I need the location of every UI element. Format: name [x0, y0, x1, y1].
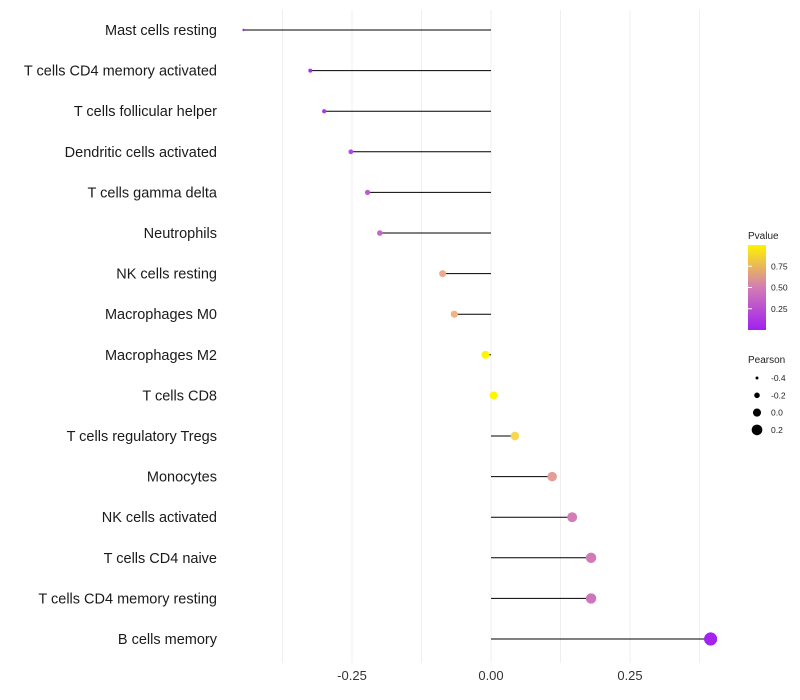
- size-legend-label: 0.2: [771, 425, 783, 435]
- grid-lines: [282, 10, 700, 663]
- lollipop-point: [489, 391, 498, 400]
- category-label: T cells CD4 memory resting: [38, 591, 217, 607]
- size-legend-label: -0.4: [771, 373, 786, 383]
- size-legend-key: [754, 392, 760, 399]
- lollipop-point: [510, 431, 520, 441]
- pvalue-legend-ticks: 0.75 0.50 0.25: [748, 261, 788, 314]
- pearson-legend-keys: -0.4 -0.2 0.0 0.2: [751, 373, 786, 436]
- category-label: B cells memory: [118, 632, 218, 648]
- pearson-legend: Pearson -0.4 -0.2 0.0 0.2: [748, 355, 786, 436]
- category-label: T cells CD8: [142, 388, 217, 404]
- category-label: NK cells resting: [116, 267, 217, 283]
- category-label: T cells regulatory Tregs: [67, 429, 217, 445]
- category-label: NK cells activated: [102, 510, 217, 526]
- lollipop-point: [308, 68, 313, 73]
- pvalue-legend: Pvalue 0.75 0.50 0.25: [748, 231, 788, 330]
- category-label: T cells follicular helper: [74, 104, 217, 120]
- lollipop-point: [704, 632, 718, 646]
- category-label: T cells gamma delta: [88, 185, 218, 201]
- x-tick-label: 0.00: [478, 668, 503, 683]
- lollipop-point: [377, 230, 383, 236]
- lollipop-point: [585, 593, 597, 604]
- size-legend-key: [755, 376, 759, 380]
- lollipop-point: [567, 512, 578, 523]
- lollipop-point: [242, 28, 245, 32]
- lollipop-point: [348, 149, 354, 155]
- category-label: Monocytes: [147, 470, 217, 486]
- x-tick-label: 0.25: [617, 668, 642, 683]
- pvalue-legend-title: Pvalue: [748, 231, 779, 242]
- colorbar-tick-label: 0.75: [771, 261, 788, 271]
- category-label: Mast cells resting: [105, 23, 217, 39]
- lollipop-points: [242, 28, 718, 646]
- category-labels: Mast cells resting T cells CD4 memory act…: [24, 23, 218, 648]
- pearson-legend-title: Pearson: [748, 355, 785, 366]
- lollipop-point: [364, 189, 371, 196]
- x-axis-tick-labels: -0.25 0.00 0.25: [337, 668, 642, 683]
- size-legend-label: 0.0: [771, 408, 783, 418]
- category-label: Macrophages M0: [105, 307, 217, 323]
- lollipop-point: [547, 471, 557, 482]
- lollipop-point: [322, 109, 327, 114]
- colorbar-tick-label: 0.25: [771, 304, 788, 314]
- lollipop-point: [439, 270, 447, 278]
- x-tick-label: -0.25: [337, 668, 367, 683]
- category-label: Dendritic cells activated: [65, 145, 217, 161]
- category-label: Macrophages M2: [105, 348, 217, 364]
- size-legend-key: [752, 408, 762, 417]
- lollipop-point: [450, 310, 458, 318]
- category-label: T cells CD4 memory activated: [24, 64, 217, 80]
- category-label: T cells CD4 naive: [104, 551, 217, 567]
- lollipop-point: [585, 552, 597, 563]
- lollipop-point: [481, 350, 490, 359]
- pvalue-colorbar: [748, 245, 766, 330]
- category-label: Neutrophils: [144, 226, 217, 242]
- lollipop-stems: [243, 29, 711, 640]
- colorbar-tick-label: 0.50: [771, 283, 788, 293]
- size-legend-label: -0.2: [771, 390, 786, 400]
- size-legend-key: [751, 424, 763, 436]
